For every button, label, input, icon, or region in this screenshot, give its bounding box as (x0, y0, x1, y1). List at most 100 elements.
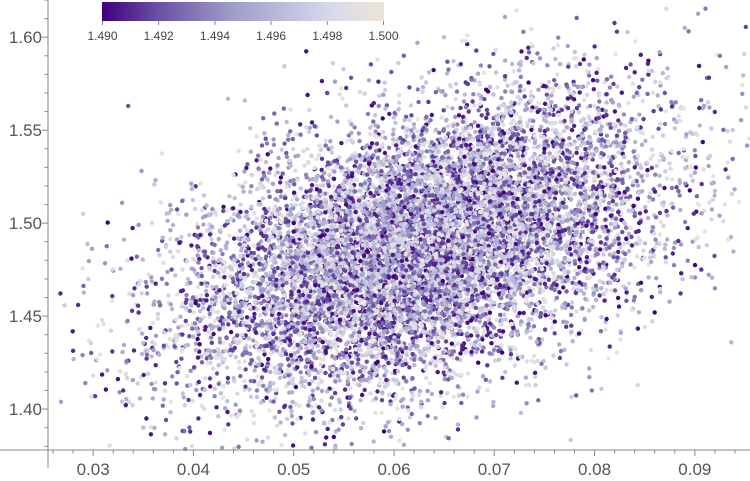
data-point (227, 194, 232, 199)
data-point (330, 311, 335, 317)
data-point (569, 176, 574, 181)
data-point (405, 427, 410, 432)
data-point (587, 308, 592, 313)
data-point (598, 329, 604, 334)
data-point (92, 394, 98, 399)
data-point (244, 315, 250, 320)
data-point (415, 129, 420, 134)
data-point (420, 89, 425, 95)
data-point (589, 143, 594, 148)
data-point (590, 286, 596, 291)
data-point (209, 340, 214, 345)
data-point (288, 302, 294, 308)
data-point (348, 374, 353, 379)
data-point (465, 394, 470, 399)
data-point (460, 392, 466, 397)
data-point (456, 113, 462, 118)
data-point (487, 321, 493, 326)
data-point (244, 209, 249, 215)
data-point (223, 406, 228, 411)
data-point (705, 100, 711, 105)
data-point (624, 298, 629, 303)
data-point (249, 172, 254, 178)
data-point (224, 318, 229, 323)
data-point (289, 408, 294, 414)
data-point (632, 265, 637, 270)
data-point (278, 189, 283, 194)
data-point (278, 175, 284, 180)
data-point (518, 83, 523, 89)
data-point (572, 275, 577, 281)
data-point (514, 8, 519, 13)
data-point (375, 389, 380, 394)
data-point (130, 377, 135, 383)
data-point (284, 313, 289, 318)
data-point (721, 127, 726, 132)
data-point (386, 145, 392, 150)
data-point (210, 366, 216, 371)
data-point (218, 266, 224, 271)
data-point (267, 194, 272, 199)
data-point (340, 96, 345, 101)
data-point (389, 69, 394, 75)
data-point (86, 276, 91, 282)
data-point (160, 403, 165, 408)
data-point (388, 348, 393, 354)
data-point (102, 261, 108, 266)
data-point (542, 189, 547, 194)
data-point (555, 43, 560, 48)
data-point (305, 92, 310, 98)
data-point (385, 420, 391, 425)
data-point (498, 312, 503, 317)
data-point (359, 353, 364, 358)
data-point (249, 184, 254, 189)
data-point (236, 444, 241, 449)
data-point (279, 442, 284, 448)
data-point (358, 398, 363, 403)
data-point (164, 281, 169, 286)
data-point (149, 381, 154, 387)
data-point (491, 51, 496, 57)
data-point (382, 384, 388, 390)
data-point (277, 254, 282, 259)
data-point (606, 200, 612, 206)
data-point (687, 188, 692, 193)
data-point (699, 267, 704, 272)
data-point (721, 219, 726, 224)
data-point (213, 295, 218, 300)
data-point (167, 336, 172, 342)
data-point (83, 380, 88, 386)
data-point (629, 243, 635, 248)
data-point (417, 421, 422, 426)
data-point (156, 247, 161, 253)
data-point (119, 399, 125, 404)
data-point (560, 305, 565, 310)
data-point (581, 57, 586, 62)
data-point (274, 121, 279, 126)
data-point (686, 29, 691, 34)
data-point (602, 298, 607, 303)
data-point (192, 206, 198, 212)
data-point (119, 200, 125, 205)
data-point (579, 288, 584, 293)
data-point (267, 337, 273, 342)
data-point (613, 52, 618, 57)
data-point (459, 38, 465, 43)
data-point (375, 174, 380, 179)
data-point (656, 193, 661, 198)
data-point (538, 311, 544, 316)
data-point (633, 39, 638, 44)
data-point (570, 280, 575, 285)
data-point (692, 148, 697, 153)
data-point (465, 33, 470, 38)
data-point (349, 130, 354, 135)
data-point (569, 300, 575, 305)
data-point (712, 193, 717, 198)
data-point (649, 68, 655, 74)
data-point (184, 374, 190, 379)
data-point (210, 274, 216, 280)
data-point (294, 132, 299, 137)
data-point (499, 95, 504, 101)
data-point (201, 222, 206, 227)
data-point (251, 413, 256, 418)
